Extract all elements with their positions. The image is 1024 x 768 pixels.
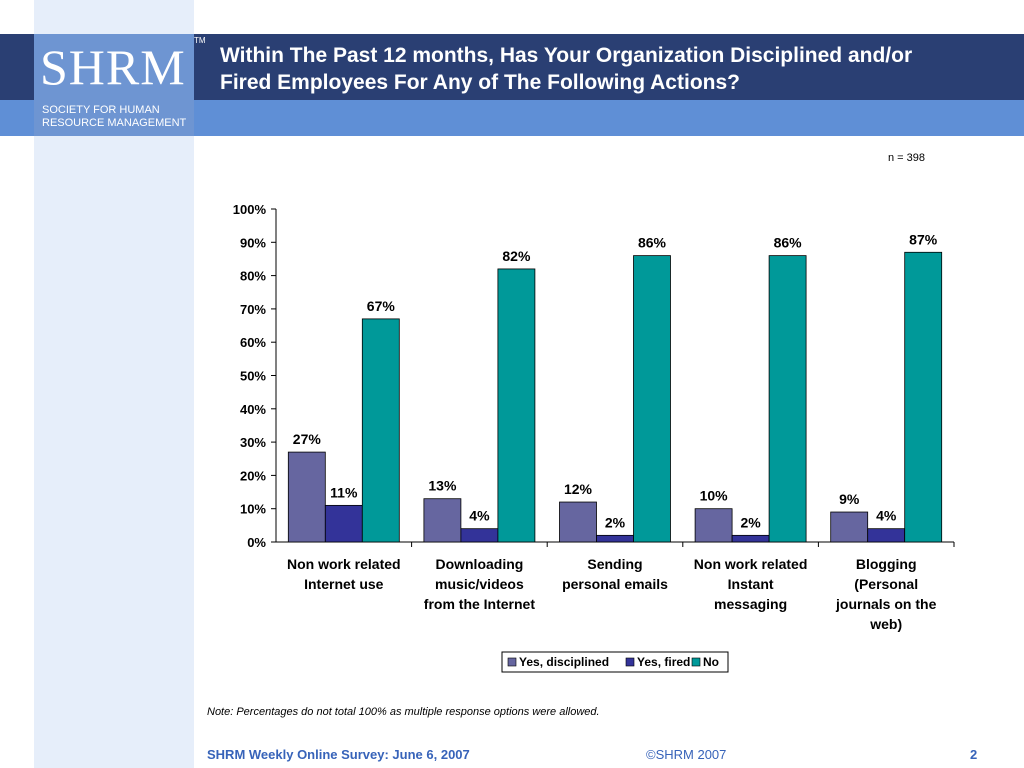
bar-no-1 [497, 268, 536, 543]
legend-swatch [625, 657, 635, 667]
bar-no-4 [904, 251, 943, 543]
legend-label: No [703, 655, 719, 669]
x-category-label: messaging [714, 596, 787, 612]
y-tick-label: 80% [240, 269, 266, 284]
bar-chart: 0% 10% 20% 30% 40% 50% 60% 70% 80% 90% 100% 27% 11% 6… [233, 202, 955, 673]
page-number: 2 [970, 747, 978, 762]
x-category-label: from the Internet [424, 596, 536, 612]
x-category-label: music/videos [435, 576, 524, 592]
bar-yes-disciplined-1 [423, 498, 462, 543]
data-label: 10% [700, 488, 729, 504]
bar-yes-disciplined-2 [559, 501, 597, 543]
data-label: 12% [564, 481, 593, 497]
data-label: 86% [638, 235, 667, 251]
data-label: 9% [839, 491, 860, 507]
footer-copyright: ©SHRM 2007 [646, 747, 727, 762]
y-tick-label: 100% [233, 202, 267, 217]
logo-subtitle-line-2: RESOURCE MANAGEMENT [42, 117, 187, 129]
data-label: 86% [774, 235, 803, 251]
x-category-label: Blogging [856, 556, 917, 572]
x-category-label: Non work related [287, 556, 401, 572]
bar-yes-fired-4 [867, 528, 906, 543]
slide-title: Within The Past 12 months, Has Your Orga… [220, 42, 1000, 96]
y-tick-label: 30% [240, 435, 266, 450]
y-tick-label: 70% [240, 302, 266, 317]
slide-title-line-2: Fired Employees For Any of The Following… [220, 71, 740, 94]
y-tick-label: 10% [240, 502, 266, 517]
data-label: 2% [605, 514, 626, 530]
y-tick-label: 20% [240, 468, 266, 483]
data-label: 87% [909, 231, 938, 247]
data-label: 2% [740, 514, 761, 530]
bar-yes-disciplined-4 [830, 511, 869, 543]
bar-no-2 [633, 255, 671, 543]
bar-yes-disciplined-3 [694, 508, 733, 543]
bar-no-0 [361, 318, 400, 543]
x-category-label: personal emails [562, 576, 668, 592]
bar-yes-fired-0 [324, 504, 363, 543]
y-tick-label: 0% [247, 535, 266, 550]
shrm-logo [34, 34, 194, 136]
legend-box [501, 651, 729, 673]
x-category-label: web) [869, 616, 902, 632]
bar-yes-fired-2 [596, 534, 634, 543]
footer-survey-source: SHRM Weekly Online Survey: June 6, 2007 [207, 747, 470, 762]
footnote: Note: Percentages do not total 100% as m… [207, 706, 600, 718]
data-label: 82% [502, 248, 531, 264]
logo-subtitle: SOCIETY FOR HUMAN RESOURCE MANAGEMENT [42, 104, 192, 130]
data-label: 13% [428, 478, 457, 494]
legend-label: Yes, fired [637, 655, 690, 669]
data-label: 4% [469, 508, 490, 524]
data-label: 11% [330, 484, 358, 500]
logo-trademark: TM [194, 36, 206, 45]
data-label: 67% [367, 298, 396, 314]
bar-yes-disciplined-0 [287, 451, 326, 543]
x-category-label: Internet use [304, 576, 384, 592]
data-label: 27% [293, 431, 322, 447]
x-category-label: Instant [728, 576, 774, 592]
x-category-label: Sending [587, 556, 642, 572]
y-tick-label: 50% [240, 369, 266, 384]
y-tick-label: 90% [240, 235, 266, 250]
logo-subtitle-line-1: SOCIETY FOR HUMAN [42, 104, 160, 116]
y-tick-label: 40% [240, 402, 266, 417]
x-category-label: Downloading [435, 556, 523, 572]
x-category-label: journals on the [835, 596, 937, 612]
slide-title-line-1: Within The Past 12 months, Has Your Orga… [220, 44, 913, 67]
x-category-label: Non work related [694, 556, 808, 572]
bar-yes-fired-1 [460, 528, 499, 543]
logo-wordmark: SHRM [40, 39, 186, 95]
legend-label: Yes, disciplined [519, 655, 609, 669]
bar-yes-fired-3 [731, 534, 770, 543]
bar-no-3 [768, 255, 807, 543]
legend-swatch [691, 657, 701, 667]
data-label: 4% [876, 508, 897, 524]
x-category-label: (Personal [854, 576, 918, 592]
y-tick-label: 60% [240, 335, 266, 350]
legend-swatch [507, 657, 517, 667]
sample-size-label: n = 398 [888, 152, 926, 164]
